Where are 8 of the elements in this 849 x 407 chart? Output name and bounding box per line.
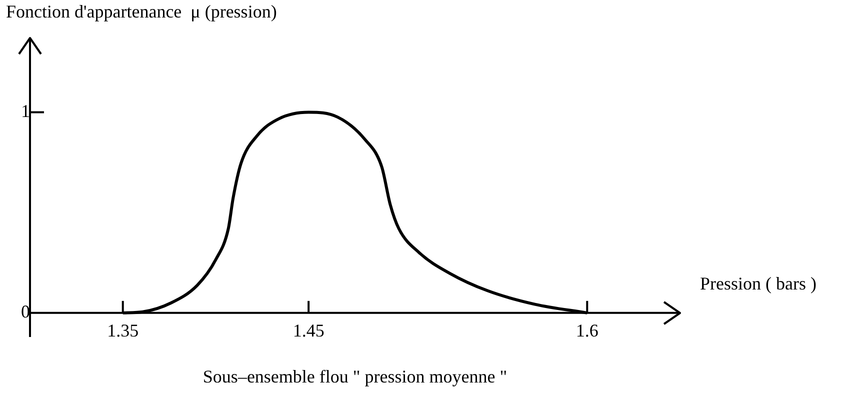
y-axis-title: Fonction d'appartenance μ (pression): [6, 2, 277, 22]
y-tick-label: 0: [21, 302, 30, 322]
x-tick-label: 1.35: [107, 320, 139, 340]
y-tick-label: 1: [21, 100, 30, 121]
x-axis-title: Pression ( bars ): [700, 274, 816, 294]
x-tick-label: 1.45: [292, 320, 324, 340]
x-tick-label: 1.6: [576, 320, 598, 340]
text: Sous–ensemble flou " pression moyenne ": [202, 366, 508, 387]
